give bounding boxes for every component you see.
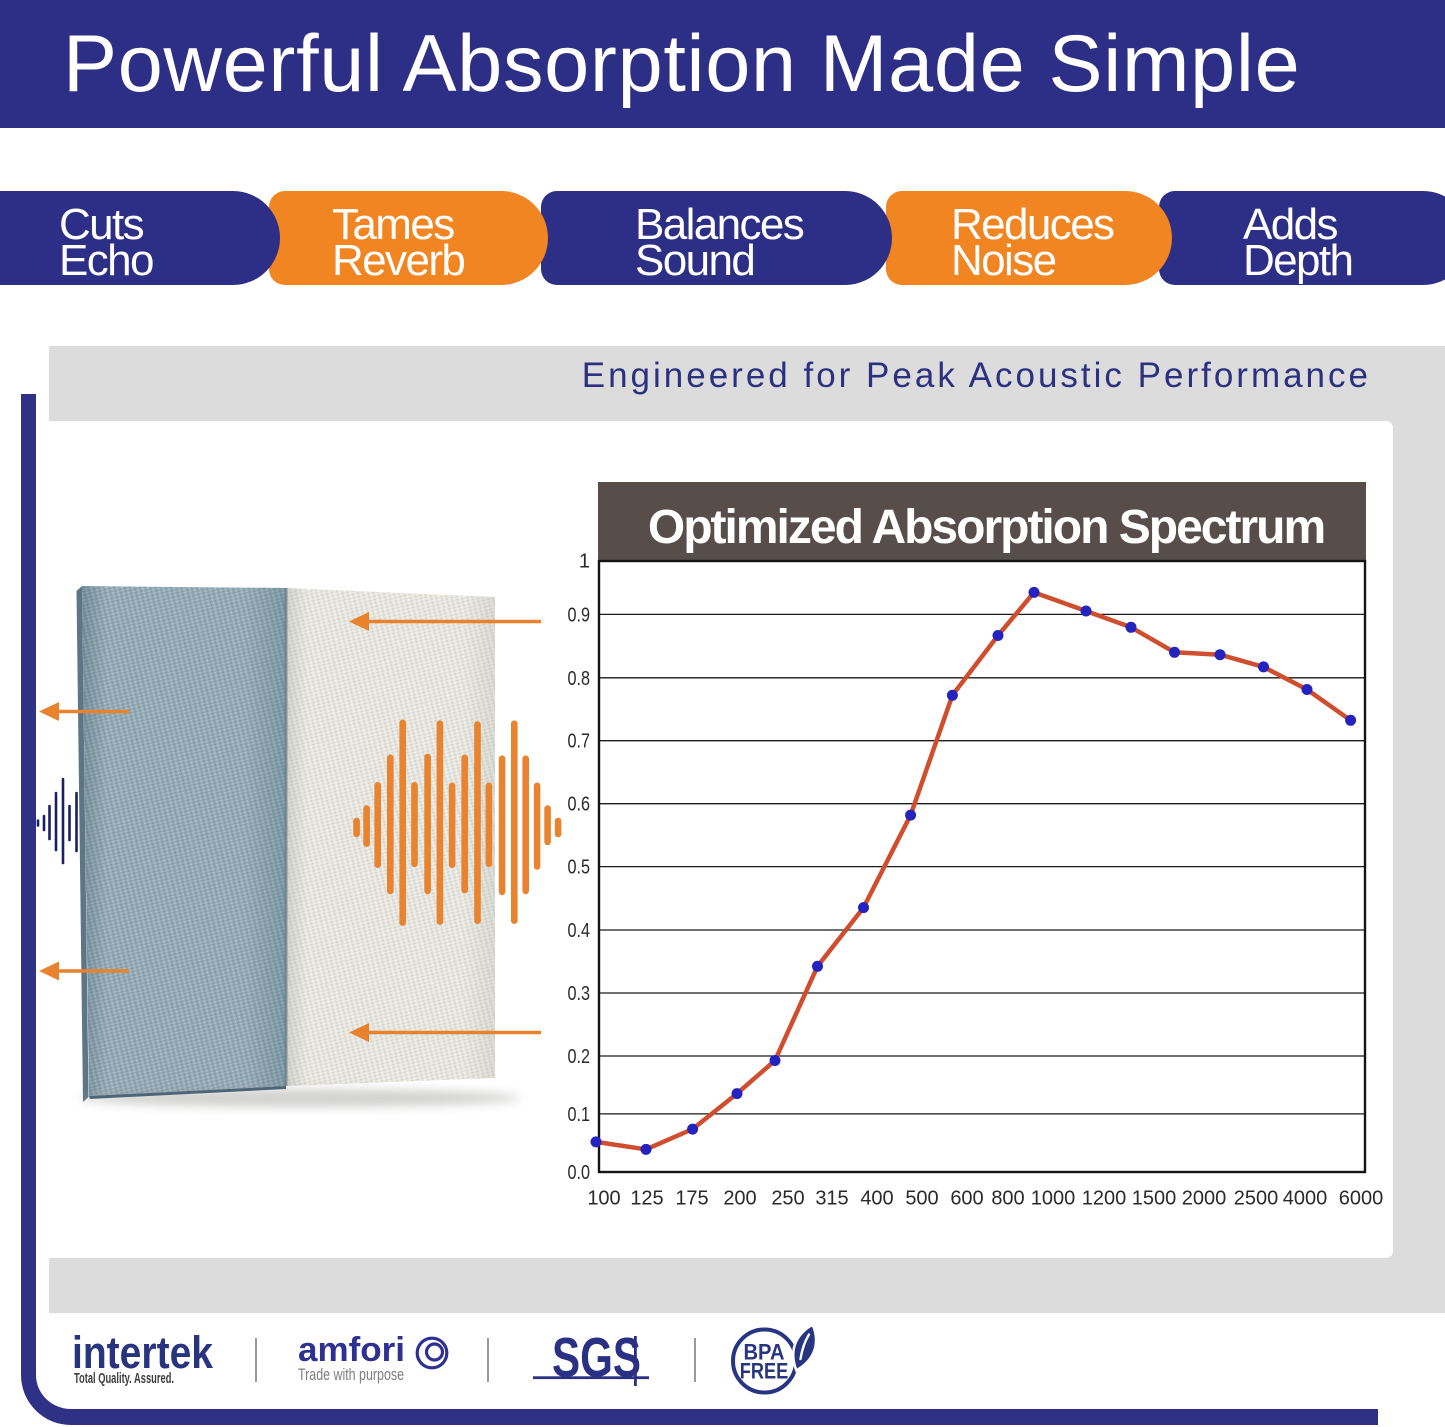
- svg-text:1500: 1500: [1132, 1188, 1177, 1210]
- svg-text:2000: 2000: [1182, 1188, 1227, 1210]
- svg-text:100: 100: [587, 1188, 620, 1210]
- svg-text:200: 200: [723, 1188, 756, 1210]
- svg-text:250: 250: [771, 1188, 804, 1210]
- svg-text:FREE: FREE: [740, 1359, 789, 1384]
- svg-text:0.2: 0.2: [568, 1046, 591, 1068]
- svg-text:0.8: 0.8: [568, 668, 591, 690]
- svg-text:315: 315: [815, 1188, 848, 1210]
- svg-text:1200: 1200: [1082, 1188, 1127, 1210]
- svg-text:400: 400: [860, 1188, 893, 1210]
- svg-text:1: 1: [579, 551, 590, 573]
- svg-text:0.5: 0.5: [568, 857, 591, 879]
- svg-text:800: 800: [991, 1188, 1024, 1210]
- svg-text:Optimized Absorption Spectrum: Optimized Absorption Spectrum: [648, 501, 1324, 554]
- svg-text:intertek: intertek: [72, 1327, 214, 1378]
- svg-text:0.4: 0.4: [568, 920, 591, 942]
- svg-text:0.0: 0.0: [568, 1162, 591, 1184]
- svg-text:0.1: 0.1: [568, 1104, 591, 1126]
- svg-text:Total Quality. Assured.: Total Quality. Assured.: [74, 1371, 174, 1387]
- svg-text:0.9: 0.9: [568, 604, 591, 626]
- svg-text:0.6: 0.6: [568, 794, 591, 816]
- svg-text:0.7: 0.7: [568, 731, 591, 753]
- svg-text:0.3: 0.3: [568, 983, 591, 1005]
- svg-text:6000: 6000: [1339, 1188, 1384, 1210]
- svg-text:175: 175: [675, 1188, 708, 1210]
- svg-text:600: 600: [950, 1188, 983, 1210]
- svg-text:500: 500: [905, 1188, 938, 1210]
- svg-text:2500: 2500: [1234, 1188, 1279, 1210]
- svg-text:BPA: BPA: [744, 1340, 785, 1365]
- svg-text:Trade with purpose: Trade with purpose: [298, 1365, 404, 1384]
- svg-text:4000: 4000: [1283, 1188, 1328, 1210]
- svg-text:amfori: amfori: [298, 1331, 405, 1369]
- svg-text:1000: 1000: [1031, 1188, 1076, 1210]
- svg-text:125: 125: [630, 1188, 663, 1210]
